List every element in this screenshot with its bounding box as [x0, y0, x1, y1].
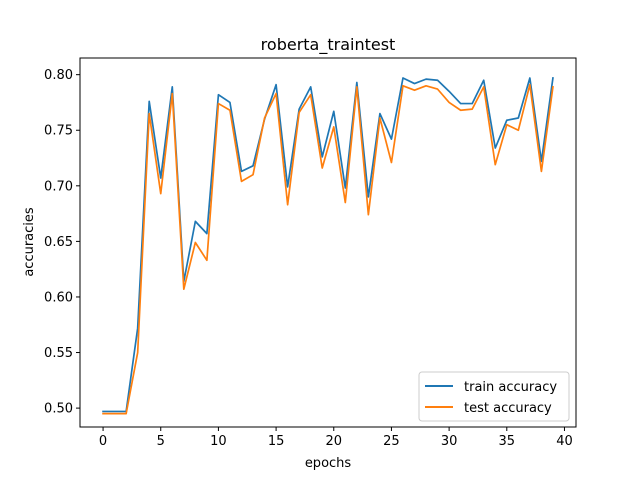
x-tick-label: 5	[157, 434, 165, 449]
series-layer	[102, 77, 554, 415]
legend-label-train: train accuracy	[464, 380, 557, 395]
y-tick-label: 0.55	[44, 346, 73, 361]
y-tick-label: 0.80	[44, 68, 73, 83]
x-tick-label: 30	[441, 434, 458, 449]
x-tick-label: 20	[325, 434, 342, 449]
y-tick-label: 0.75	[44, 124, 73, 139]
plot-border	[79, 57, 577, 428]
series-line-test	[102, 83, 554, 415]
chart-title: roberta_traintest	[261, 35, 396, 55]
y-tick-label: 0.65	[44, 235, 73, 250]
legend-label-test: test accuracy	[464, 401, 552, 416]
y-axis-ticks: 0.50 0.55 0.60 0.65 0.70 0.75 0.80	[44, 68, 80, 417]
x-tick-label: 15	[268, 434, 285, 449]
x-axis-label: epochs	[305, 456, 352, 471]
y-axis-label: accuracies	[22, 207, 37, 277]
x-tick-label: 0	[99, 434, 107, 449]
x-tick-label: 25	[383, 434, 400, 449]
x-tick-label: 35	[499, 434, 516, 449]
legend-box	[418, 371, 570, 422]
y-tick-label: 0.50	[44, 402, 73, 417]
x-tick-label: 10	[210, 434, 227, 449]
x-axis-ticks: 0 5 10 15 20 25 30 35 40	[99, 427, 573, 449]
legend: train accuracy test accuracy	[418, 371, 570, 422]
y-tick-label: 0.70	[44, 179, 73, 194]
x-tick-label: 40	[556, 434, 573, 449]
plot-frame	[80, 58, 576, 427]
y-tick-label: 0.60	[44, 290, 73, 305]
plot-area	[79, 57, 577, 428]
